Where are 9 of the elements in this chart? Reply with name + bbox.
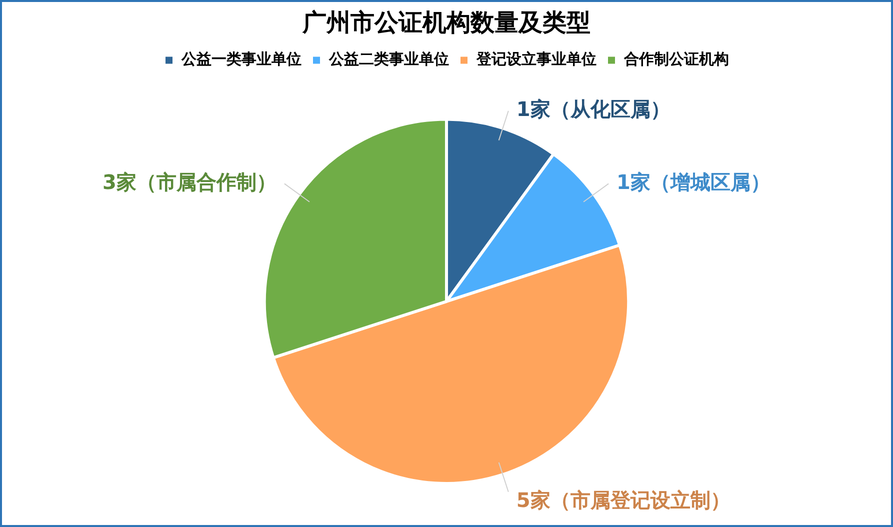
data-label: 5家（市属登记设立制） bbox=[516, 488, 730, 512]
legend-label: 登记设立事业单位 bbox=[476, 50, 596, 68]
chart-title: 广州市公证机构数量及类型 bbox=[302, 8, 590, 37]
data-label: 1家（从化区属） bbox=[516, 97, 670, 122]
data-label: 1家（增城区属） bbox=[616, 170, 770, 194]
data-label: 3家（市属合作制） bbox=[102, 170, 276, 194]
legend-label: 公益二类事业单位 bbox=[328, 50, 449, 68]
legend-label: 公益一类事业单位 bbox=[180, 50, 302, 68]
legend-label: 合作制公证机构 bbox=[623, 50, 729, 68]
